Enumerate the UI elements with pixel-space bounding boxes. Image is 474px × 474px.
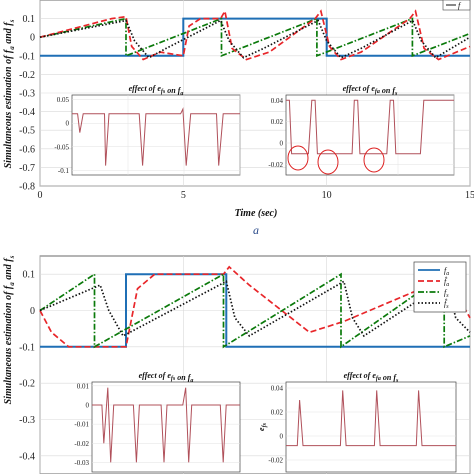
- inset-y-tick-label: 0.02: [271, 409, 284, 417]
- panel-a-xlabel: Time (sec): [235, 208, 278, 219]
- inset-error-line: [286, 99, 454, 155]
- series-line-fa: [39, 265, 471, 348]
- inset-plot-area: [71, 94, 241, 176]
- y-tick-label: -0.7: [19, 163, 35, 174]
- inset-y-tick-label: -0.02: [268, 457, 283, 465]
- inset-y-tick-label: -0.02: [74, 440, 89, 448]
- inset-y-tick-label: 0: [66, 120, 70, 128]
- inset-y-tick-label: 0: [280, 140, 284, 148]
- inset-y-tick-label: 0: [280, 433, 284, 441]
- inset-plot-area: [285, 94, 455, 176]
- y-tick-label: -0.8: [19, 182, 35, 193]
- panel-a: 0.1 0 -0.1 -0.2 -0.3 -0.4 -0.5 -0.6 -0.7 -0.8 0 5 1…: [3, 0, 474, 237]
- highlight-circle: [363, 147, 385, 173]
- inset-y-tick-label: -0.05: [54, 143, 69, 151]
- legend-item-label: f̂s: [444, 297, 449, 310]
- inset-plot: 0.05 0 -0.05 -0.1 effect of efs on fa: [54, 84, 241, 176]
- inset-y-tick-label: 0.05: [57, 96, 70, 104]
- y-tick-label: -0.2: [19, 70, 35, 81]
- series-line-faestimate: [39, 8, 471, 61]
- inset-error-line: [286, 390, 456, 447]
- panel-a-ylabel: Simultaneous estimation of fa and fs: [3, 19, 16, 168]
- y-tick-label: 0.1: [23, 14, 36, 25]
- series-line-fs: [39, 280, 471, 338]
- inset-y-tick-label: 0.02: [271, 118, 284, 126]
- y-tick-label: -0.4: [19, 107, 35, 118]
- inset-plot: 0.04 0.02 0 -0.02 effect of efa on fs: [268, 84, 455, 176]
- inset-error-line: [72, 107, 240, 166]
- legend-item-label: f̂a: [444, 275, 449, 288]
- legend-item-label: fs: [444, 288, 449, 299]
- inset-y-tick-label: 0.04: [271, 385, 284, 393]
- inset-plot: 0.01 0 -0.01 -0.02 -0.03 effect of efs on fa: [74, 371, 241, 473]
- inset-plot-area: [285, 381, 457, 473]
- x-tick-label: 5: [181, 190, 186, 201]
- inset-title: effect of efs on fa: [129, 84, 184, 97]
- y-tick-label: -0.1: [19, 342, 35, 353]
- inset-title: effect of efs on fa: [139, 371, 194, 384]
- x-tick-label: 10: [322, 190, 332, 201]
- inset-plot: 0.04 0.02 0 -0.02 effect of efa on fs efs: [257, 371, 457, 473]
- legend-item-label: fa: [444, 266, 449, 277]
- inset-error-line: [92, 387, 240, 463]
- y-tick-label: 0.1: [23, 270, 36, 281]
- panel-a-legend: f: [442, 0, 471, 11]
- highlight-circle: [317, 149, 339, 175]
- inset-y-tick-label: 0: [86, 401, 90, 409]
- series-line-fs: [39, 17, 471, 58]
- series-line-fsestimate: [39, 19, 471, 59]
- y-tick-label: -0.4: [19, 451, 35, 462]
- series-line-fs: [39, 272, 471, 349]
- inset-y-tick-label: -0.1: [58, 167, 70, 175]
- inset-y-tick-label: 0.01: [77, 382, 90, 390]
- inset-y-tick-label: -0.01: [74, 421, 89, 429]
- y-tick-label: -0.3: [19, 89, 35, 100]
- y-tick-label: -0.5: [19, 126, 35, 137]
- panel-b-ylabel: Simultaneous estimation of fa and fs: [3, 255, 16, 404]
- panel-a-label: a: [253, 223, 259, 237]
- y-tick-label: 0: [30, 33, 35, 44]
- y-tick-label: -0.3: [19, 415, 35, 426]
- y-tick-label: -0.6: [19, 144, 35, 155]
- inset-title: effect of efa on fs: [343, 84, 398, 97]
- y-tick-label: -0.1: [19, 51, 35, 62]
- inset-title: effect of efa on fs: [344, 371, 399, 384]
- y-tick-label: 0: [30, 306, 35, 317]
- inset-y-tick-label: -0.02: [268, 161, 283, 169]
- highlight-circle: [287, 145, 309, 171]
- panel-a-legend-label: f: [458, 1, 462, 10]
- inset-y-tick-label: -0.03: [74, 459, 89, 467]
- inset-y-tick-label: 0.04: [271, 97, 284, 105]
- x-tick-label: 15: [465, 190, 474, 201]
- inset-ylabel: efs: [257, 422, 268, 431]
- x-tick-label: 0: [38, 190, 43, 201]
- y-tick-label: -0.2: [19, 379, 35, 390]
